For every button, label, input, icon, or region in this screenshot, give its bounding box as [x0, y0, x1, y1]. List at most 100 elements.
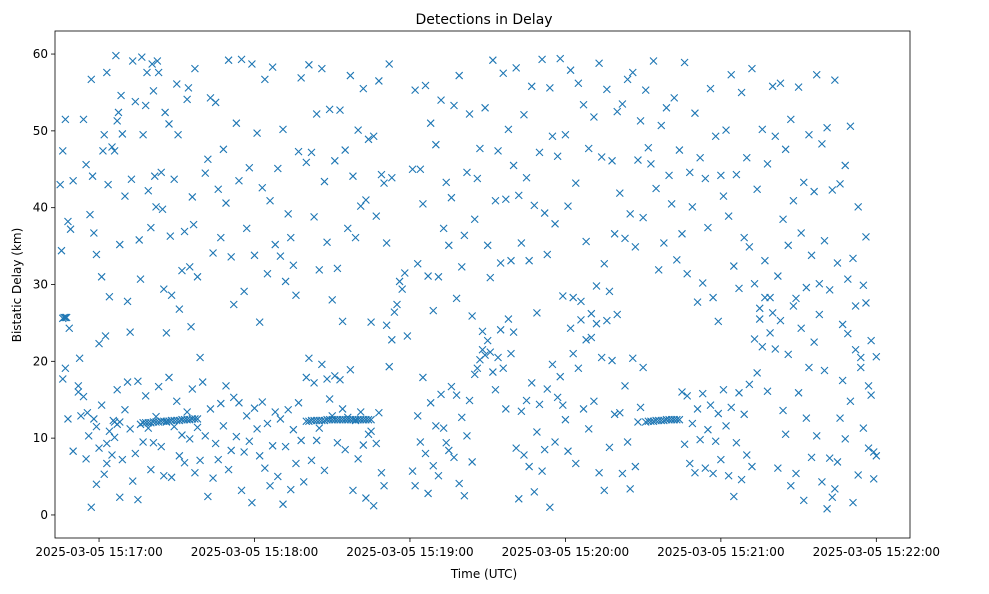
data-point-marker: [628, 68, 637, 77]
data-point-marker: [509, 328, 518, 337]
data-point-marker: [582, 335, 591, 344]
data-point-marker: [66, 225, 75, 234]
data-point-marker: [273, 164, 282, 173]
data-point-marker: [315, 266, 324, 274]
data-point-marker: [193, 415, 202, 423]
data-point-marker: [403, 332, 412, 340]
data-point-marker: [486, 273, 495, 282]
data-point-marker: [685, 168, 694, 177]
data-point-marker: [623, 75, 632, 84]
data-point-marker: [263, 419, 272, 428]
data-point-marker: [434, 272, 443, 281]
data-point-marker: [338, 405, 347, 413]
data-point-marker: [644, 143, 653, 152]
data-point-marker: [58, 146, 67, 155]
y-tick-label: 10: [33, 431, 48, 445]
data-point-marker: [825, 285, 834, 294]
data-point-marker: [253, 129, 261, 138]
data-point-marker: [615, 408, 624, 417]
data-point-marker: [551, 438, 559, 446]
data-point-marker: [172, 80, 181, 88]
data-point-marker: [639, 363, 648, 372]
data-point-marker: [444, 446, 453, 455]
data-point-marker: [473, 174, 482, 183]
data-point-marker: [65, 324, 74, 333]
data-point-marker: [577, 297, 585, 306]
data-point-marker: [558, 292, 567, 300]
data-point-marker: [748, 64, 756, 73]
data-point-marker: [501, 195, 510, 204]
data-point-marker: [305, 60, 313, 69]
data-point-marker: [859, 424, 868, 433]
data-point-marker: [649, 57, 658, 65]
data-point-marker: [600, 486, 609, 495]
data-point-marker: [797, 229, 806, 237]
data-point-marker: [227, 446, 236, 455]
data-point-marker: [548, 132, 557, 141]
data-point-marker: [416, 165, 425, 174]
data-point-marker: [180, 458, 189, 467]
data-point-marker: [509, 161, 518, 170]
data-point-marker: [556, 372, 565, 381]
data-point-marker: [849, 498, 857, 507]
data-point-marker: [810, 187, 819, 196]
data-point-marker: [678, 229, 686, 238]
data-point-marker: [359, 441, 368, 449]
data-point-marker: [569, 293, 578, 302]
data-point-marker: [263, 269, 272, 278]
data-point-marker: [232, 432, 241, 441]
data-point-marker: [393, 300, 401, 309]
data-point-marker: [424, 489, 432, 498]
data-point-marker: [846, 397, 855, 406]
data-point-marker: [636, 403, 645, 412]
data-point-marker: [504, 125, 513, 134]
data-point-marker: [351, 233, 360, 242]
data-point-marker: [496, 259, 505, 267]
data-point-marker: [113, 116, 122, 125]
data-point-marker: [781, 145, 790, 154]
data-point-marker: [201, 431, 210, 440]
data-point-marker: [126, 425, 135, 433]
data-point-marker: [281, 277, 290, 286]
data-point-marker: [805, 130, 813, 139]
data-point-marker: [465, 396, 474, 405]
data-point-marker: [191, 468, 199, 477]
data-point-marker: [143, 68, 151, 77]
data-point-marker: [691, 468, 699, 477]
data-point-marker: [856, 353, 865, 362]
data-point-marker: [187, 322, 195, 331]
data-point-marker: [57, 246, 66, 255]
data-point-marker: [758, 125, 767, 134]
data-point-marker: [745, 380, 754, 389]
data-point-marker: [473, 364, 482, 373]
data-point-marker: [364, 135, 373, 144]
data-point-marker: [766, 329, 774, 337]
data-point-marker: [110, 146, 119, 155]
data-point-marker: [548, 360, 557, 369]
data-point-marker: [421, 81, 430, 90]
data-point-marker: [89, 415, 98, 423]
data-point-marker: [833, 458, 842, 466]
data-point-marker: [626, 209, 635, 218]
data-point-marker: [219, 421, 228, 430]
data-point-marker: [776, 316, 785, 325]
data-point-marker: [167, 473, 176, 482]
data-point-marker: [533, 428, 541, 436]
data-point-marker: [688, 203, 697, 211]
data-point-marker: [709, 469, 717, 478]
data-point-marker: [377, 468, 386, 477]
data-point-marker: [172, 397, 181, 406]
data-point-marker: [271, 240, 280, 249]
data-point-marker: [784, 241, 793, 250]
data-point-marker: [592, 282, 601, 290]
data-point-marker: [292, 459, 300, 468]
data-point-marker: [82, 454, 90, 463]
y-tick-label: 30: [33, 278, 48, 292]
data-point-marker: [184, 83, 193, 92]
x-tick-label: 2025-03-05 15:18:00: [191, 545, 318, 559]
data-point-marker: [553, 393, 562, 402]
data-point-marker: [716, 455, 725, 464]
data-point-marker: [196, 456, 204, 465]
data-point-marker: [203, 492, 212, 501]
data-point-marker: [279, 125, 287, 134]
